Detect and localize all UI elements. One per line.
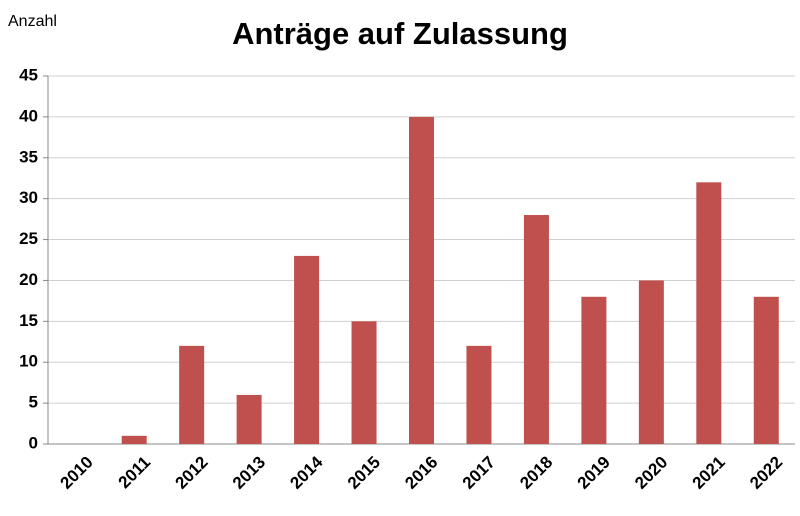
x-tick-label: 2019	[574, 453, 614, 493]
y-tick-label: 10	[19, 352, 38, 371]
bar	[466, 345, 492, 444]
chart-title: Anträge auf Zulassung	[232, 16, 568, 51]
x-tick-label: 2016	[401, 453, 441, 493]
x-tick-label: 2018	[516, 453, 556, 493]
y-tick-label: 5	[29, 393, 38, 412]
bar	[523, 215, 549, 444]
bar	[294, 255, 320, 444]
y-tick-label: 30	[19, 188, 38, 207]
y-tick-label: 45	[19, 65, 38, 84]
bar	[696, 182, 722, 445]
bar	[581, 296, 607, 444]
y-tick-label: 15	[19, 311, 38, 330]
x-tick-label: 2015	[344, 453, 384, 493]
y-tick-label: 25	[19, 229, 38, 248]
bar	[179, 345, 205, 444]
y-tick-label: 35	[19, 147, 38, 166]
bar	[121, 435, 147, 444]
x-tick-label: 2011	[115, 453, 155, 493]
x-tick-label: 2020	[631, 453, 671, 493]
x-tick-label: 2022	[746, 453, 786, 493]
y-tick-label: 0	[29, 433, 38, 452]
y-tick-label: 40	[19, 106, 38, 125]
x-tick-label: 2012	[171, 453, 211, 493]
x-tick-label: 2013	[229, 453, 269, 493]
bar	[409, 116, 434, 444]
x-tick-label: 2017	[459, 453, 499, 493]
bar	[236, 394, 262, 444]
bar	[638, 280, 664, 444]
y-axis-label: Anzahl	[8, 13, 57, 30]
bar	[753, 296, 779, 444]
bar	[351, 321, 377, 444]
y-tick-label: 20	[19, 270, 38, 289]
x-tick-label: 2021	[689, 453, 729, 493]
x-tick-label: 2014	[286, 452, 327, 493]
x-tick-label: 2010	[57, 453, 97, 493]
